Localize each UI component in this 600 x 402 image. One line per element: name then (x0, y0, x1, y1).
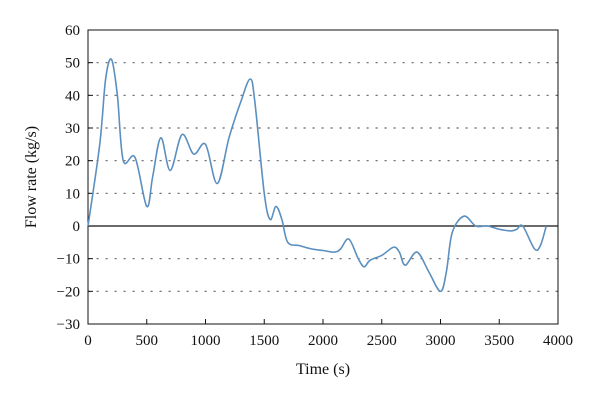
y-tick-label-60: 60 (65, 23, 80, 39)
y-tick-label--30: −30 (57, 317, 80, 333)
y-tick-label-0: 0 (73, 219, 81, 235)
y-tick-label-10: 10 (65, 186, 80, 202)
y-tick-label-50: 50 (65, 56, 80, 72)
flow-rate-series-line (87, 58, 548, 293)
x-tick-label-0: 0 (84, 333, 92, 349)
x-axis-title: Time (s) (296, 361, 350, 378)
x-tick-label-1000: 1000 (191, 333, 221, 349)
y-tick-label-40: 40 (65, 88, 80, 104)
y-axis-title: Flow rate (kg/s) (23, 126, 40, 228)
plot-frame (87, 29, 559, 325)
x-tick-label-500: 500 (136, 333, 159, 349)
y-tick-label-30: 30 (65, 121, 80, 137)
x-tick-labels: 0 500 1000 1500 2000 2500 3000 3500 4000 (84, 333, 573, 349)
y-tick-label--20: −20 (57, 284, 80, 300)
x-tick-label-1500: 1500 (249, 333, 279, 349)
x-tick-label-3500: 3500 (484, 333, 514, 349)
x-tick-label-3000: 3000 (426, 333, 456, 349)
y-tick-label--10: −10 (57, 252, 80, 268)
grid-lines (87, 62, 559, 292)
x-tick-label-2000: 2000 (308, 333, 338, 349)
y-tick-label-20: 20 (65, 154, 80, 170)
x-tick-label-2500: 2500 (367, 333, 397, 349)
y-tick-labels: −30 −20 −10 0 10 20 30 40 50 60 (57, 23, 80, 333)
x-tick-label-4000: 4000 (543, 333, 573, 349)
axis-ticks (87, 29, 559, 325)
